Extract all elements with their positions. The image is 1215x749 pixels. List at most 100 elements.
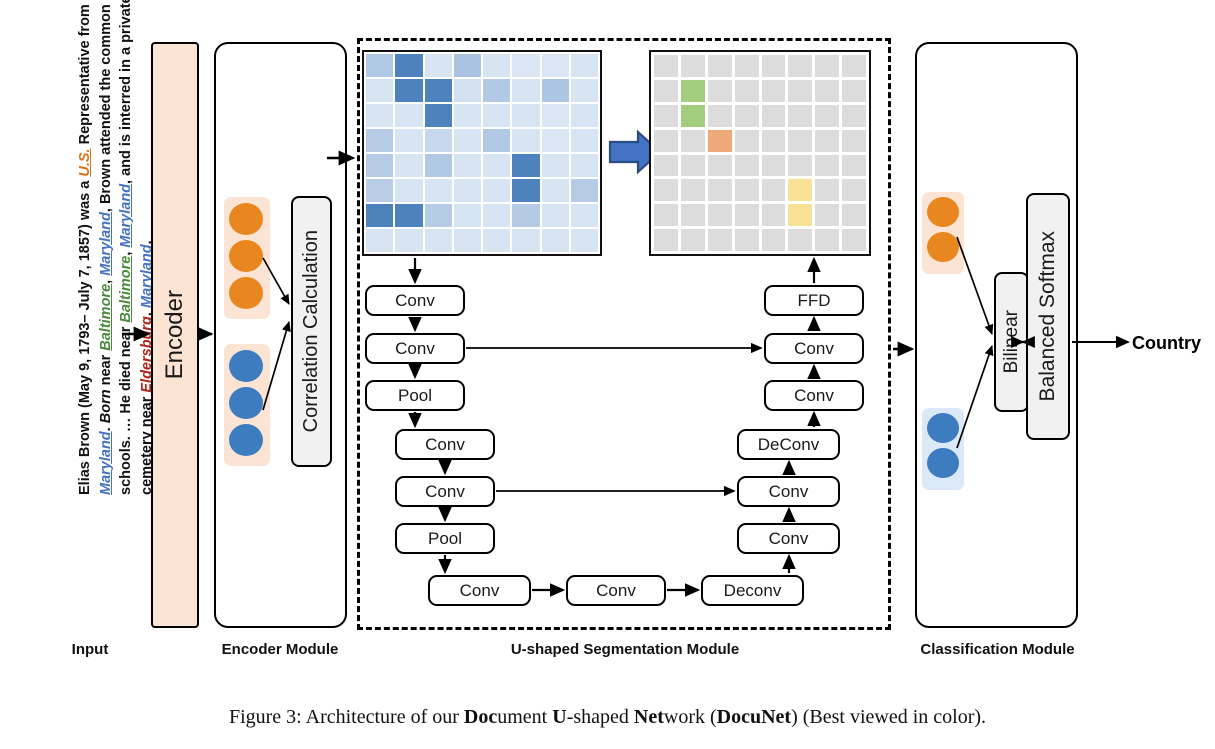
heatmap-cell — [483, 54, 511, 77]
segmap-cell — [654, 154, 678, 177]
heatmap-cell — [512, 204, 540, 227]
input-token: , — [118, 247, 134, 256]
caption-run: ) (Best viewed in color). — [791, 706, 987, 728]
segmap-cell — [842, 229, 866, 251]
seg-box-label: DeConv — [757, 434, 820, 454]
seg-box-label: FFD — [797, 290, 831, 310]
seg-box-label: Conv — [794, 385, 834, 405]
heatmap-cell — [366, 54, 394, 77]
caption-run: work ( — [663, 706, 717, 728]
segmap-cell — [734, 204, 759, 227]
seg-box-ffd: FFD — [764, 285, 864, 316]
heatmap-cell — [366, 129, 394, 152]
heatmap-cell — [570, 204, 598, 227]
seg-box-label: Conv — [768, 481, 809, 501]
segmap-cell-marked — [788, 204, 813, 227]
heatmap-cell — [541, 129, 569, 152]
heatmap-cell — [483, 154, 511, 177]
heatmap-cell — [424, 154, 452, 177]
segmap-cell-marked — [680, 79, 705, 102]
heatmap-cell — [424, 229, 452, 252]
heatmap-cell — [541, 54, 569, 77]
tail-entity-dot — [229, 424, 263, 456]
heatmap-cell — [366, 179, 394, 202]
seg-box-enc1: Conv — [365, 285, 465, 316]
classification-module-caption: Classification Module — [920, 641, 1075, 658]
input-token: Baltimore — [97, 283, 114, 351]
seg-box-bottom1: Conv — [428, 575, 531, 606]
segmap-cell — [680, 154, 705, 177]
segmap-cell — [815, 179, 840, 202]
seg-box-label: Conv — [596, 580, 636, 600]
caption-bold-run: U — [552, 706, 567, 728]
segmap-cell — [734, 55, 759, 77]
input-token: . — [97, 423, 114, 432]
segmap-cell — [788, 154, 813, 177]
heatmap-cell — [483, 79, 511, 102]
input-token: , — [97, 275, 114, 284]
heatmap-cell — [541, 204, 569, 227]
segmap-cell-marked — [680, 104, 705, 127]
segmap-cell — [654, 129, 678, 152]
heatmap-cell — [512, 179, 540, 202]
cls-tail-entity-dot — [927, 448, 959, 478]
seg-box-pool1: Pool — [365, 380, 465, 411]
cls-head-entity-dot — [927, 197, 959, 227]
heatmap-cell — [395, 104, 423, 127]
heatmap-cell — [395, 129, 423, 152]
figure-caption: Figure 3: Architecture of our Document U… — [0, 706, 1215, 729]
input-token: Maryland — [118, 183, 134, 248]
segmap-cell — [815, 55, 840, 77]
heatmap-cell — [366, 104, 394, 127]
segmap-cell — [761, 204, 786, 227]
heatmap-cell — [512, 229, 540, 252]
heatmap-cell — [512, 79, 540, 102]
heatmap-cell — [483, 179, 511, 202]
heatmap-cell — [541, 154, 569, 177]
segmap-cell — [842, 79, 866, 102]
segmap-cell — [761, 229, 786, 251]
segmap-cell — [842, 179, 866, 202]
heatmap-cell — [570, 79, 598, 102]
input-token: U.S. — [77, 148, 93, 177]
segmap-cell — [761, 129, 786, 152]
heatmap-cell — [541, 79, 569, 102]
bilinear-label: Bilinear — [1000, 310, 1022, 374]
heatmap-cell — [512, 104, 540, 127]
heatmap-cell — [366, 79, 394, 102]
bilinear-block: Bilinear — [994, 272, 1029, 412]
segmap-cell — [761, 154, 786, 177]
heatmap-cell — [424, 129, 452, 152]
input-caption: Input — [71, 641, 109, 658]
heatmap-cell — [483, 229, 511, 252]
heatmap-cell — [424, 204, 452, 227]
heatmap-cell — [424, 54, 452, 77]
seg-box-label: Conv — [395, 338, 435, 358]
input-token: Representative from — [77, 4, 93, 149]
heatmap-cell — [395, 54, 423, 77]
seg-box-bottom2: Conv — [566, 575, 666, 606]
segmap-cell — [842, 55, 866, 77]
head-entity-dot — [229, 203, 263, 235]
heatmap-cell — [512, 154, 540, 177]
seg-box-label: Conv — [794, 338, 834, 358]
u-shaped-segmentation-container — [357, 38, 891, 630]
heatmap-cell — [395, 79, 423, 102]
seg-box-label: Conv — [425, 434, 465, 454]
head-entity-dot — [229, 240, 263, 272]
segmap-cell — [734, 129, 759, 152]
heatmap-cell — [424, 179, 452, 202]
heatmap-cell — [483, 104, 511, 127]
segmap-cell — [707, 55, 732, 77]
heatmap-cell — [453, 204, 481, 227]
caption-run: Figure 3: Architecture of our — [228, 706, 464, 728]
segmap-cell — [842, 104, 866, 127]
caption-bold-run: Doc — [463, 706, 498, 728]
segmap-cell — [815, 154, 840, 177]
segmap-cell — [707, 229, 732, 251]
heatmap-cell — [541, 229, 569, 252]
segmap-cell — [654, 229, 678, 251]
heatmap-cell — [512, 54, 540, 77]
segmap-cell — [707, 154, 732, 177]
